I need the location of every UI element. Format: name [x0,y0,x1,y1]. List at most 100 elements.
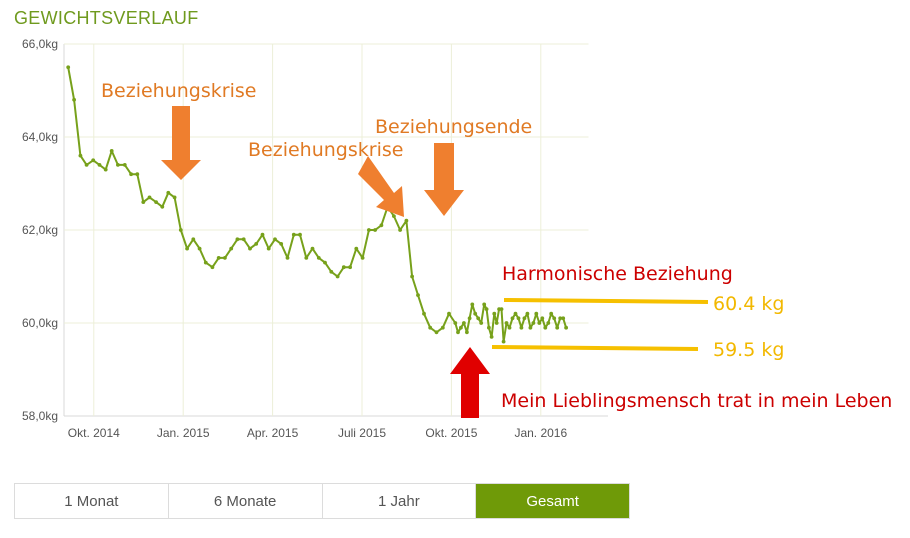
x-tick-label: Okt. 2014 [68,426,120,440]
x-tick-label: Okt. 2015 [425,426,477,440]
label-krise-1: Beziehungskrise [101,80,256,102]
data-point [540,316,545,321]
data-point [507,325,512,330]
y-tick-labels: 66,0kg 64,0kg 62,0kg 60,0kg 58,0kg [22,37,58,423]
data-point [379,223,384,228]
data-point [504,321,509,325]
data-point [499,307,504,311]
band-lower-line [491,345,699,351]
data-point [392,214,396,219]
data-point [91,158,96,163]
data-point [154,200,159,205]
data-point [235,237,240,242]
x-tick-labels: Okt. 2014 Jan. 2015 Apr. 2015 Juli 2015 Okt.… [68,426,568,440]
data-point [335,274,340,279]
tab-1-monat[interactable]: 1 Monat [15,484,169,518]
arrow-ende-icon [424,143,464,216]
data-point [116,163,120,167]
data-point [516,316,521,321]
data-point [241,237,246,242]
data-point [561,316,566,321]
data-point [279,242,284,246]
label-liebling: Mein Lieblingsmensch trat in mein Leben [501,390,892,412]
data-point [487,325,491,330]
data-point [564,325,568,330]
data-point [462,321,466,325]
data-point [528,325,533,330]
y-tick-label: 58,0kg [22,409,58,423]
x-tick-label: Jan. 2015 [157,426,210,440]
data-point [210,265,215,270]
data-point [482,302,487,307]
data-point [141,200,146,205]
data-point [522,316,527,321]
data-point [489,335,494,339]
data-point [203,260,208,265]
data-point [316,256,321,260]
data-point [467,316,472,321]
data-point [172,195,177,200]
tab-6-monate[interactable]: 6 Monate [168,484,323,518]
arrow-krise-2-icon [358,156,404,217]
data-point [310,246,315,251]
data-point [66,65,71,70]
data-point [440,325,445,330]
data-point [229,246,234,251]
label-harmonie: Harmonische Beziehung [502,263,733,285]
range-tabs: 1 Monat 6 Monate 1 Jahr Gesamt [14,483,630,519]
data-point [555,325,560,330]
data-point [398,228,402,232]
data-point [534,311,539,316]
band-upper-line [503,298,709,304]
data-point [129,172,134,177]
data-point [552,316,557,321]
label-krise-2: Beziehungskrise [248,139,403,161]
data-point [492,311,497,316]
data-point [122,163,127,167]
data-point [72,97,76,102]
data-point [216,256,221,260]
data-point [404,218,409,223]
data-point [135,172,140,177]
data-point [558,316,563,321]
data-point [473,311,478,316]
data-point [185,246,190,251]
data-point [160,204,165,209]
series-line [67,67,568,343]
data-point [166,190,171,195]
label-upper-band: 60.4 kg [713,293,784,315]
x-tick-label: Juli 2015 [338,426,386,440]
data-point [254,242,259,246]
data-point [329,269,334,274]
data-point [546,321,551,325]
data-point [97,163,102,167]
data-point [549,311,554,316]
data-point [484,307,489,311]
data-point [323,260,327,265]
data-point [531,321,536,325]
y-tick-label: 60,0kg [22,316,58,330]
data-point [543,325,548,330]
data-point [479,321,484,325]
weight-chart: 66,0kg 64,0kg 62,0kg 60,0kg 58,0kg Okt. 2014… [22,37,892,440]
data-point [360,256,365,260]
data-point [513,311,518,316]
data-point [453,321,458,325]
data-point [285,256,290,260]
data-point [447,311,451,316]
data-points [66,65,568,344]
tab-gesamt[interactable]: Gesamt [476,484,629,518]
data-point [459,325,463,330]
tab-1-jahr[interactable]: 1 Jahr [322,484,477,518]
data-point [510,316,515,321]
data-point [537,321,542,325]
data-point [410,274,414,279]
data-point [434,330,439,335]
data-point [465,330,469,335]
data-point [354,246,359,251]
data-point [525,311,530,316]
data-point [109,149,114,153]
data-point [456,330,460,335]
data-point [260,232,265,237]
x-tick-label: Jan. 2016 [514,426,567,440]
